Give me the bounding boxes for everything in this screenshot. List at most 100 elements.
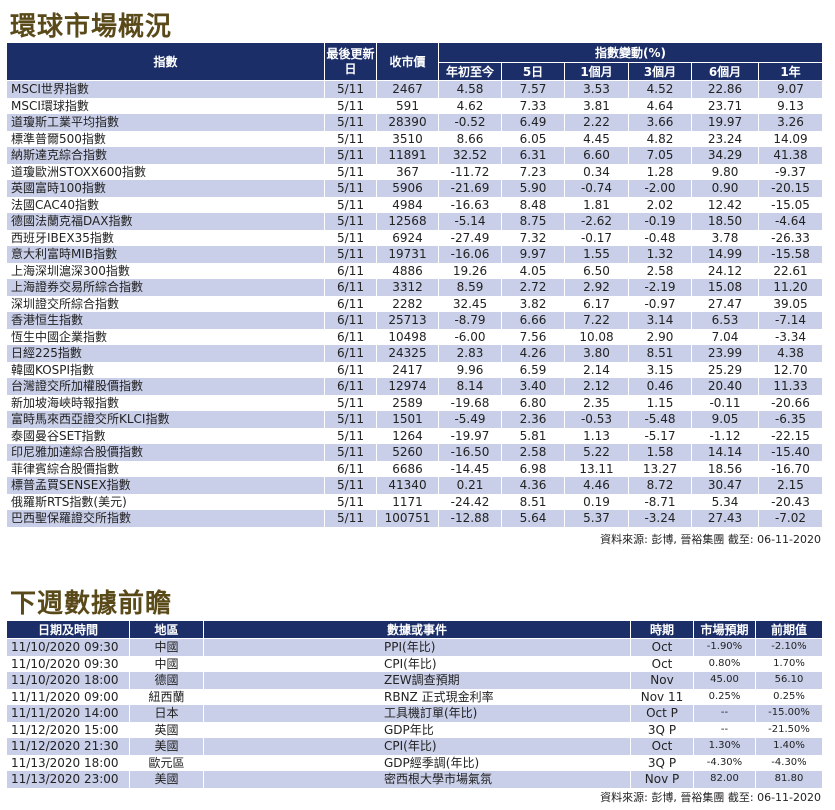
change-ytd-cell: 4.58 — [438, 80, 502, 98]
change-1m-cell: 5.22 — [564, 444, 629, 461]
period-cell: Nov — [630, 672, 694, 689]
change-ytd-cell: -27.49 — [438, 229, 502, 246]
change-1y-cell: 22.61 — [758, 262, 823, 279]
market-row: 巴西聖保羅證交所指數 5/11 100751 -12.88 5.64 5.37 -3.24 2… — [6, 510, 823, 527]
index-name-cell: 新加坡海峽時報指數 — [6, 394, 325, 411]
region-cell: 中國 — [129, 638, 204, 656]
change-1y-cell: -6.35 — [758, 411, 823, 428]
close-price-cell: 367 — [376, 163, 439, 180]
close-price-cell: 12974 — [376, 378, 439, 395]
change-6m-cell: -0.11 — [691, 394, 759, 411]
market-row: 道瓊歐洲STOXX600指數 5/11 367 -11.72 7.23 0.34 1.28 9… — [6, 163, 823, 180]
event-cell: 工具機訂單(年比) — [203, 705, 631, 722]
change-5d-cell: 6.66 — [501, 312, 565, 329]
change-ytd-cell: 4.62 — [438, 97, 502, 114]
change-6m-cell: 12.42 — [691, 196, 759, 213]
change-5d-cell: 8.51 — [501, 493, 565, 510]
change-5d-cell: 2.58 — [501, 444, 565, 461]
index-name-cell: 法國CAC40指數 — [6, 196, 325, 213]
market-row: 標普孟買SENSEX指數 5/11 41340 0.21 4.36 4.46 8.72 30.… — [6, 477, 823, 494]
forecast-cell: 1.30% — [693, 738, 756, 755]
header-ytd: 年初至今 — [438, 62, 502, 81]
header-forecast: 市場預期 — [693, 620, 756, 639]
change-5d-cell: 6.98 — [501, 460, 565, 477]
index-name-cell: 泰國曼谷SET指數 — [6, 427, 325, 444]
datetime-cell: 11/10/2020 18:00 — [6, 672, 130, 689]
change-1m-cell: 4.45 — [564, 130, 629, 147]
change-ytd-cell: 32.52 — [438, 147, 502, 164]
previous-cell: -15.00% — [755, 705, 823, 722]
change-1y-cell: 11.20 — [758, 279, 823, 296]
index-name-cell: 英國富時100指數 — [6, 180, 325, 197]
change-ytd-cell: -12.88 — [438, 510, 502, 527]
last-update-cell: 5/11 — [324, 246, 377, 263]
index-name-cell: 德國法蘭克福DAX指數 — [6, 213, 325, 230]
previous-cell: -4.30% — [755, 754, 823, 771]
close-price-cell: 24325 — [376, 345, 439, 362]
market-row: 俄羅斯RTS指數(美元) 5/11 1171 -24.42 8.51 0.19 -8.71 5… — [6, 493, 823, 510]
forecast-cell: -- — [693, 721, 756, 738]
change-5d-cell: 3.40 — [501, 378, 565, 395]
change-5d-cell: 6.80 — [501, 394, 565, 411]
market-row: 菲律賓綜合股價指數 6/11 6686 -14.45 6.98 13.11 13.27 18.… — [6, 460, 823, 477]
change-ytd-cell: 8.59 — [438, 279, 502, 296]
preview-section-title: 下週數據前瞻 — [10, 583, 173, 625]
event-cell: PPI(年比) — [203, 638, 631, 656]
change-1m-cell: 2.22 — [564, 114, 629, 131]
change-5d-cell: 8.75 — [501, 213, 565, 230]
last-update-cell: 5/11 — [324, 147, 377, 164]
market-row: MSCI環球指數 5/11 591 4.62 7.33 3.81 4.64 23.71 9.13 — [6, 97, 823, 114]
preview-row: 11/10/2020 09:30 中國 CPI(年比) Oct 0.80% 1.70% — [6, 655, 823, 672]
change-6m-cell: 23.24 — [691, 130, 759, 147]
change-3m-cell: 2.02 — [628, 196, 692, 213]
previous-cell: -21.50% — [755, 721, 823, 738]
index-name-cell: 標普孟買SENSEX指數 — [6, 477, 325, 494]
change-ytd-cell: -19.68 — [438, 394, 502, 411]
change-1m-cell: 3.81 — [564, 97, 629, 114]
previous-cell: 1.40% — [755, 738, 823, 755]
change-3m-cell: -0.97 — [628, 295, 692, 312]
change-5d-cell: 9.97 — [501, 246, 565, 263]
market-row: 上海深圳滬深300指數 6/11 4886 19.26 4.05 6.50 2.58 24.1… — [6, 262, 823, 279]
change-ytd-cell: -11.72 — [438, 163, 502, 180]
change-5d-cell: 4.36 — [501, 477, 565, 494]
last-update-cell: 5/11 — [324, 394, 377, 411]
change-ytd-cell: 9.96 — [438, 361, 502, 378]
change-1y-cell: 4.38 — [758, 345, 823, 362]
change-5d-cell: 7.56 — [501, 328, 565, 345]
change-1m-cell: 2.14 — [564, 361, 629, 378]
close-price-cell: 591 — [376, 97, 439, 114]
change-1y-cell: -16.70 — [758, 460, 823, 477]
change-1y-cell: -7.14 — [758, 312, 823, 329]
change-5d-cell: 7.32 — [501, 229, 565, 246]
market-row: MSCI世界指數 5/11 2467 4.58 7.57 3.53 4.52 22.86 9.0… — [6, 80, 823, 98]
header-last-update: 最後更新日 — [324, 42, 377, 81]
change-6m-cell: -1.12 — [691, 427, 759, 444]
change-5d-cell: 7.33 — [501, 97, 565, 114]
close-price-cell: 10498 — [376, 328, 439, 345]
index-name-cell: MSCI環球指數 — [6, 97, 325, 114]
market-row: 英國富時100指數 5/11 5906 -21.69 5.90 -0.74 -2.00 0.9… — [6, 180, 823, 197]
change-1m-cell: 2.12 — [564, 378, 629, 395]
last-update-cell: 5/11 — [324, 493, 377, 510]
header-event: 數據或事件 — [203, 620, 631, 639]
market-row: 意大利富時MIB指數 5/11 19731 -16.06 9.97 1.55 1.32 14.… — [6, 246, 823, 263]
change-3m-cell: 1.15 — [628, 394, 692, 411]
change-6m-cell: 5.34 — [691, 493, 759, 510]
market-row: 德國法蘭克福DAX指數 5/11 12568 -5.14 8.75 -2.62 -0.19 1… — [6, 213, 823, 230]
header-6m: 6個月 — [691, 62, 759, 81]
change-5d-cell: 8.48 — [501, 196, 565, 213]
index-name-cell: 上海深圳滬深300指數 — [6, 262, 325, 279]
change-ytd-cell: -14.45 — [438, 460, 502, 477]
change-1y-cell: -3.34 — [758, 328, 823, 345]
close-price-cell: 41340 — [376, 477, 439, 494]
change-5d-cell: 5.81 — [501, 427, 565, 444]
change-3m-cell: -5.48 — [628, 411, 692, 428]
change-1y-cell: 3.26 — [758, 114, 823, 131]
change-1m-cell: 13.11 — [564, 460, 629, 477]
change-3m-cell: 8.72 — [628, 477, 692, 494]
last-update-cell: 5/11 — [324, 510, 377, 527]
change-5d-cell: 4.05 — [501, 262, 565, 279]
last-update-cell: 6/11 — [324, 378, 377, 395]
close-price-cell: 5260 — [376, 444, 439, 461]
